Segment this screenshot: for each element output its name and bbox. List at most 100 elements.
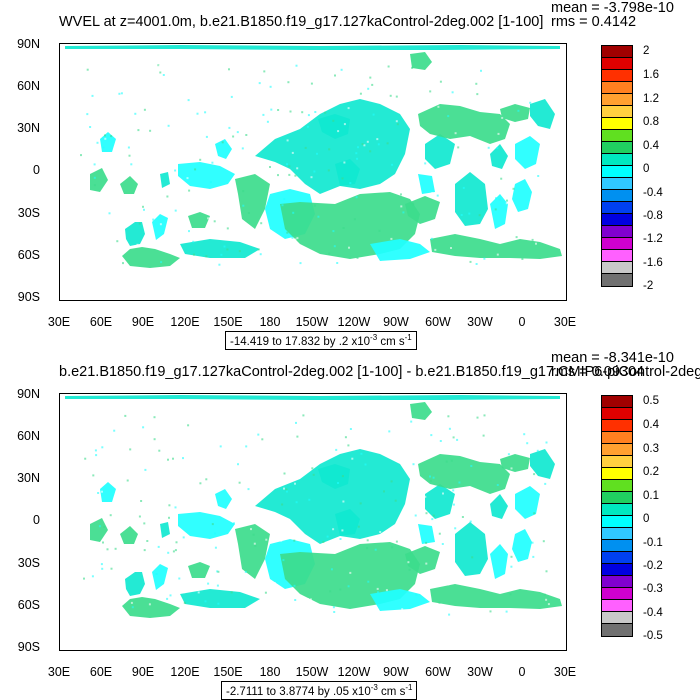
field-speckle xyxy=(245,445,248,448)
field-speckle xyxy=(174,506,177,509)
field-speckle xyxy=(329,590,332,593)
field-speckle xyxy=(339,538,342,540)
colorbar-swatch xyxy=(602,408,632,420)
field-speckle xyxy=(341,529,344,532)
field-speckle xyxy=(328,252,331,255)
field-speckle xyxy=(89,446,92,449)
field-speckle xyxy=(454,132,457,135)
field-speckle xyxy=(182,457,184,460)
field-speckle xyxy=(177,552,180,554)
lon-label: 180 xyxy=(259,315,281,329)
colorbar-swatch xyxy=(602,420,632,432)
colorbar-label: -0.1 xyxy=(643,537,663,549)
lon-label: 30E xyxy=(47,315,71,329)
field-speckle xyxy=(476,93,479,96)
field-speckle xyxy=(226,248,229,251)
field-speckle xyxy=(528,129,531,131)
field-speckle xyxy=(237,463,239,466)
field-speckle xyxy=(341,475,344,478)
field-speckle xyxy=(169,594,172,597)
colorbar-swatch xyxy=(602,504,632,516)
range-exponent: -3 xyxy=(370,683,378,692)
field-speckle xyxy=(498,198,501,201)
ocean-region xyxy=(160,172,170,188)
field-speckle xyxy=(288,173,291,176)
field-speckle xyxy=(143,522,146,525)
field-speckle xyxy=(143,208,145,211)
field-speckle xyxy=(335,448,338,451)
field-speckle xyxy=(98,525,101,528)
colorbar-swatch xyxy=(602,612,632,624)
ocean-region xyxy=(120,526,138,544)
field-speckle xyxy=(183,591,186,594)
field-speckle xyxy=(178,562,181,565)
field-speckle xyxy=(277,174,279,177)
field-speckle xyxy=(101,490,103,493)
field-speckle xyxy=(349,571,352,574)
range-unit-exponent: -1 xyxy=(405,683,413,692)
field-speckle xyxy=(536,559,539,562)
field-speckle xyxy=(157,545,160,548)
lon-label: 150W xyxy=(295,315,329,329)
ocean-region xyxy=(255,449,410,544)
ocean-region xyxy=(100,132,116,152)
lat-label: 90S xyxy=(17,640,40,654)
field-speckle xyxy=(475,82,478,85)
field-speckle xyxy=(95,454,98,457)
field-speckle xyxy=(153,438,156,441)
field-speckle xyxy=(545,570,548,573)
field-speckle xyxy=(93,163,96,166)
field-speckle xyxy=(468,212,471,215)
field-speckle xyxy=(496,147,499,150)
ocean-region xyxy=(430,584,562,609)
field-speckle xyxy=(114,547,117,550)
field-speckle xyxy=(293,539,296,542)
field-speckle xyxy=(292,211,295,214)
field-speckle xyxy=(104,137,107,140)
range-unit: cm s xyxy=(377,685,406,698)
field-speckle xyxy=(261,438,264,441)
lon-label: 180 xyxy=(259,665,281,679)
field-speckle xyxy=(158,64,161,67)
field-speckle xyxy=(432,525,434,527)
field-speckle xyxy=(291,236,294,239)
field-speckle xyxy=(317,215,320,218)
field-speckle xyxy=(133,129,135,132)
field-speckle xyxy=(243,259,245,262)
field-speckle xyxy=(230,591,233,594)
field-speckle xyxy=(223,245,226,248)
field-speckle xyxy=(281,204,284,207)
colorbar-swatch xyxy=(602,130,632,142)
field-speckle xyxy=(432,220,435,223)
field-speckle xyxy=(172,550,175,553)
field-speckle xyxy=(80,154,82,157)
field-speckle xyxy=(232,135,235,138)
field-speckle xyxy=(188,123,191,126)
field-speckle xyxy=(451,205,454,208)
field-speckle xyxy=(100,585,103,588)
field-speckle xyxy=(545,441,548,444)
colorbar-swatch xyxy=(602,492,632,504)
field-speckle xyxy=(226,440,229,443)
field-speckle xyxy=(489,610,492,613)
field-speckle xyxy=(533,473,536,476)
colorbar-swatch xyxy=(602,190,632,202)
ocean-region xyxy=(120,176,138,194)
lat-label: 60S xyxy=(17,598,40,612)
field-speckle xyxy=(369,76,372,79)
field-speckle xyxy=(168,516,170,519)
field-speckle xyxy=(439,449,442,452)
field-speckle xyxy=(91,94,94,97)
field-speckle xyxy=(309,598,312,601)
field-speckle xyxy=(395,95,398,98)
field-speckle xyxy=(295,64,298,67)
field-speckle xyxy=(296,167,299,170)
field-speckle xyxy=(108,212,111,215)
field-speckle xyxy=(365,444,368,447)
field-speckle xyxy=(432,514,435,517)
field-speckle xyxy=(445,460,448,463)
ocean-region xyxy=(235,524,270,579)
colorbar-swatch xyxy=(602,142,632,154)
field-speckle xyxy=(412,463,415,466)
field-speckle xyxy=(436,194,439,197)
